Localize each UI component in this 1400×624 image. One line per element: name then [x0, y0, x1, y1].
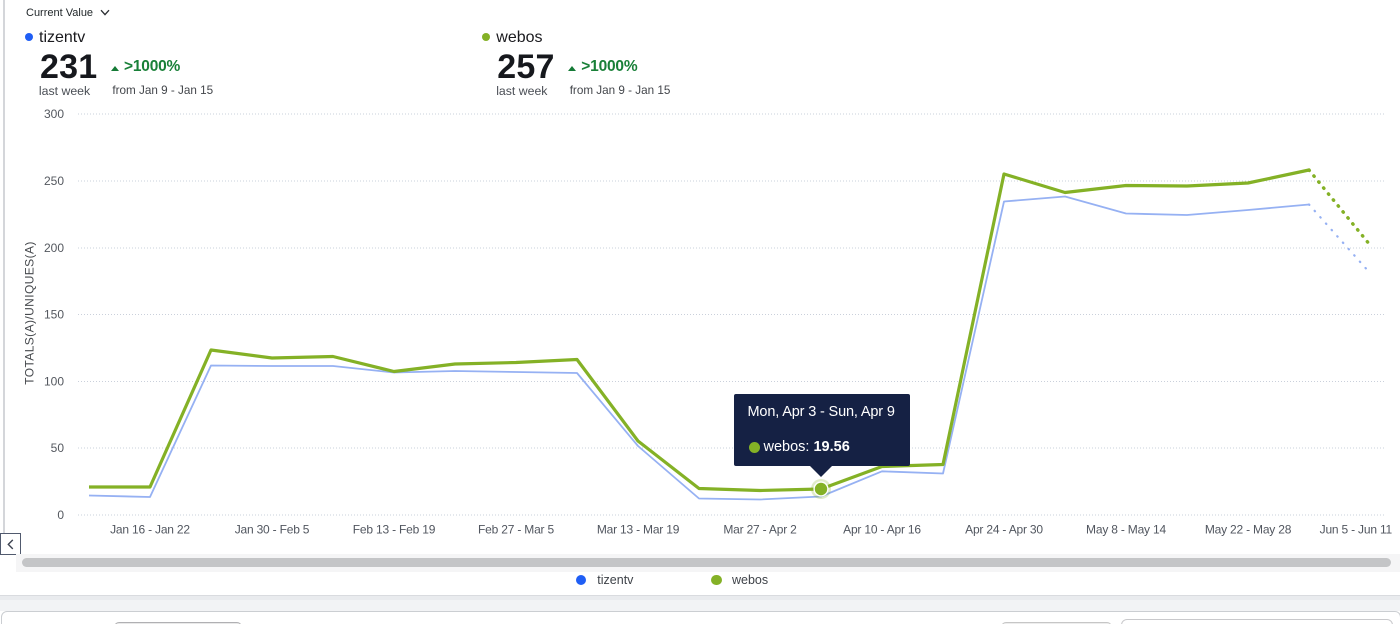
svg-text:100: 100	[44, 375, 64, 389]
svg-text:Jan 30 - Feb 5: Jan 30 - Feb 5	[235, 523, 310, 537]
svg-text:250: 250	[44, 174, 64, 188]
svg-text:300: 300	[44, 107, 64, 121]
svg-text:Mar 13 - Mar 19: Mar 13 - Mar 19	[597, 523, 680, 537]
svg-text:Apr 10 - Apr 16: Apr 10 - Apr 16	[843, 523, 921, 537]
svg-text:TOTALS(A)/UNIQUES(A): TOTALS(A)/UNIQUES(A)	[23, 241, 37, 385]
svg-text:Jan 16 - Jan 22: Jan 16 - Jan 22	[110, 523, 190, 537]
svg-text:May 22 - May 28: May 22 - May 28	[1205, 523, 1292, 537]
svg-text:50: 50	[51, 441, 65, 455]
svg-text:Apr 24 - Apr 30: Apr 24 - Apr 30	[965, 523, 1043, 537]
svg-text:Feb 13 - Feb 19: Feb 13 - Feb 19	[353, 523, 436, 537]
svg-text:Jun 5 - Jun 11: Jun 5 - Jun 11	[1320, 523, 1393, 537]
svg-text:May 8 - May 14: May 8 - May 14	[1086, 523, 1166, 537]
svg-text:150: 150	[44, 308, 64, 322]
svg-text:200: 200	[44, 241, 64, 255]
svg-text:Mar 27 - Apr 2: Mar 27 - Apr 2	[723, 523, 797, 537]
svg-text:Feb 27 - Mar 5: Feb 27 - Mar 5	[478, 523, 554, 537]
svg-text:0: 0	[57, 508, 64, 522]
